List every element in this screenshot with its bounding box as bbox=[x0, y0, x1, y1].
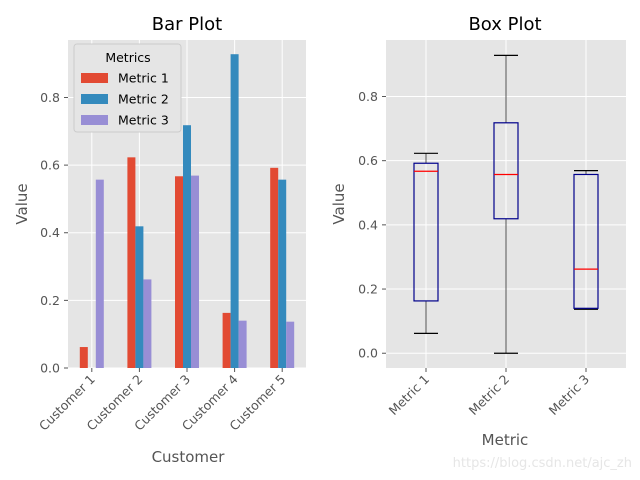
bar-metric-1 bbox=[79, 347, 88, 368]
box-rect bbox=[493, 122, 519, 220]
bar-chart-title: Bar Plot bbox=[152, 14, 222, 35]
legend-title: Metrics bbox=[105, 50, 150, 65]
bar-metric-3 bbox=[238, 320, 247, 368]
bar-metric-1 bbox=[222, 312, 231, 368]
legend-box bbox=[73, 43, 182, 133]
bar-x-axis-label: Customer bbox=[152, 448, 226, 466]
box-marks bbox=[413, 54, 599, 354]
bar-metric-3 bbox=[95, 179, 104, 368]
bar-y-tick-label: 0.4 bbox=[40, 225, 60, 240]
bar-y-tick-label: 0.6 bbox=[40, 158, 60, 173]
box-y-axis-label: Value bbox=[330, 183, 348, 224]
box-rect bbox=[413, 162, 439, 302]
legend-items: Metric 1 Metric 2 Metric 3 bbox=[81, 71, 169, 128]
box-rect bbox=[573, 173, 599, 309]
bar-metric-3 bbox=[286, 321, 295, 368]
legend-swatch bbox=[81, 94, 108, 104]
box-chart-title: Box Plot bbox=[468, 14, 541, 35]
legend-label: Metric 3 bbox=[118, 113, 169, 128]
bar-y-axis-label: Value bbox=[13, 183, 31, 224]
bar-legend: Metrics Metric 1 Metric 2 Metric 3 bbox=[73, 43, 182, 133]
bar-metric-1 bbox=[127, 157, 136, 368]
legend-label: Metric 2 bbox=[118, 92, 169, 107]
bar-metric-2 bbox=[183, 125, 191, 368]
bar-y-tick-label: 0.8 bbox=[40, 90, 60, 105]
bar-y-tick-label: 0.2 bbox=[40, 293, 60, 308]
legend-swatch bbox=[81, 73, 108, 83]
watermark-text: https://blog.csdn.net/ajc_zh bbox=[453, 456, 632, 471]
box-x-axis-label: Metric bbox=[482, 431, 529, 449]
legend-swatch bbox=[81, 115, 108, 125]
box-y-tick-label: 0.2 bbox=[358, 282, 378, 297]
bar-y-ticks: 0.0 0.2 0.4 0.6 0.8 bbox=[40, 90, 68, 376]
bar-y-tick-label: 0.0 bbox=[40, 361, 60, 376]
box-y-tick-label: 0.8 bbox=[358, 89, 378, 104]
box-y-ticks: 0.0 0.2 0.4 0.6 0.8 bbox=[358, 89, 386, 361]
bar-metric-3 bbox=[143, 279, 152, 368]
bar-metric-1 bbox=[270, 167, 279, 368]
bar-metric-2 bbox=[230, 54, 239, 369]
bar-marks bbox=[79, 54, 295, 369]
bar-metric-3 bbox=[191, 175, 199, 368]
box-y-tick-label: 0.0 bbox=[358, 346, 378, 361]
bar-metric-2 bbox=[135, 226, 144, 368]
legend-label: Metric 1 bbox=[118, 71, 169, 86]
box-y-tick-label: 0.6 bbox=[358, 153, 378, 168]
box-y-tick-label: 0.4 bbox=[358, 217, 378, 232]
bar-metric-2 bbox=[278, 179, 287, 368]
bar-metric-1 bbox=[175, 176, 183, 368]
